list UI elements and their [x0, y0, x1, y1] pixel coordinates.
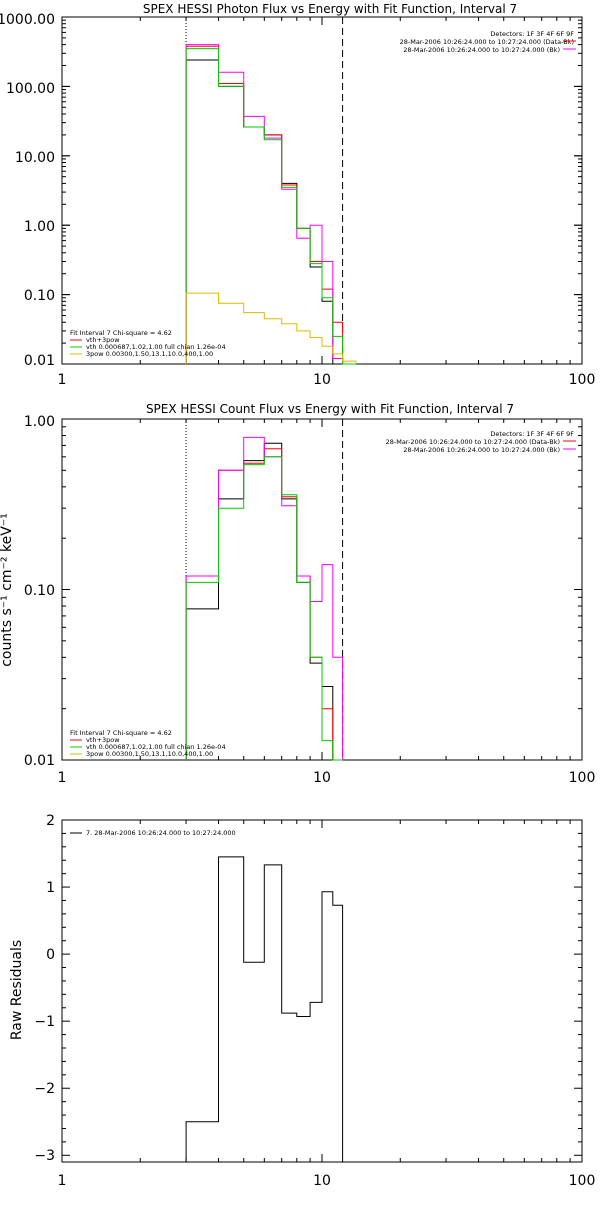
y-tick-label: −3 — [34, 1148, 55, 1164]
photon-flux-marks — [61, 16, 583, 365]
residuals-marks — [61, 819, 583, 1162]
residuals-y-axis-label: Raw Residuals — [9, 940, 25, 1040]
residuals-panel: 1 10 100 2 1 0 −1 −2 −3 Raw Residuals 7.… — [9, 813, 595, 1189]
y-tick-label: 1.00 — [24, 219, 55, 235]
fit-legend-3pow: 3pow 0.00300,1.50,13.1,10.0,400,1.00 — [86, 750, 213, 758]
count-flux-marks — [61, 418, 583, 761]
x-tick-label: 100 — [569, 1173, 596, 1189]
x-tick-label: 1 — [58, 1173, 67, 1189]
y-tick-label: 0.01 — [24, 753, 55, 769]
legend-data-bk: 28-Mar-2006 10:26:24.000 to 10:27:24.000… — [386, 438, 560, 446]
fit-legend-header: Fit Interval 7 Chi-square = 4.62 — [70, 729, 172, 737]
x-tick-label: 10 — [313, 372, 331, 388]
photon-flux-title: SPEX HESSI Photon Flux vs Energy with Fi… — [143, 2, 517, 16]
fit-legend-total: vth+3pow — [86, 736, 120, 744]
histogram-series-1 — [185, 45, 356, 365]
legend-data-bk: 28-Mar-2006 10:26:24.000 to 10:27:24.000… — [400, 38, 574, 46]
count-flux-panel: SPEX HESSI Count Flux vs Energy with Fit… — [0, 402, 595, 786]
y-tick-label: 1 — [46, 880, 55, 896]
legend-detectors: Detectors: 1F 3F 4F 6F 9F — [490, 30, 574, 38]
x-tick-label: 100 — [569, 770, 596, 786]
histogram-series-3 — [185, 48, 356, 365]
x-tick-label: 1 — [58, 770, 67, 786]
y-tick-label: 0.10 — [24, 288, 55, 304]
y-tick-label: 100.00 — [6, 81, 55, 97]
y-tick-label: 0.01 — [24, 353, 55, 369]
y-tick-label: 2 — [46, 813, 55, 829]
fit-legend-3pow: 3pow 0.00300,1.50,13.1,10.0,400,1.00 — [86, 350, 213, 358]
legend-bk: 28-Mar-2006 10:26:24.000 to 10:27:24.000… — [403, 446, 560, 454]
histogram-series-1 — [185, 448, 343, 761]
y-tick-label: 0 — [46, 947, 55, 963]
y-tick-label: −2 — [34, 1081, 55, 1097]
residuals-legend: 7. 28-Mar-2006 10:26:24.000 to 10:27:24.… — [86, 829, 236, 837]
legend-detectors: Detectors: 1F 3F 4F 6F 9F — [490, 430, 574, 438]
y-tick-label: −1 — [34, 1014, 55, 1030]
x-tick-label: 100 — [569, 372, 596, 388]
histogram-series-4 — [185, 292, 357, 364]
photon-flux-panel: SPEX HESSI Photon Flux vs Energy with Fi… — [0, 2, 595, 388]
histogram-series-2 — [185, 436, 344, 760]
x-tick-label: 1 — [58, 372, 67, 388]
y-tick-label: 1.00 — [24, 414, 55, 430]
histogram-series-2 — [185, 44, 344, 364]
fit-legend-vth: vth 0.000687,1.02,1.00 full chian 1.26e-… — [86, 343, 226, 351]
histogram-series-0 — [185, 856, 344, 1162]
y-tick-label: 1000.00 — [0, 12, 55, 28]
x-tick-label: 10 — [313, 1173, 331, 1189]
y-tick-label: 0.10 — [24, 583, 55, 599]
count-flux-y-axis-label: counts s⁻¹ cm⁻² keV⁻¹ — [0, 513, 15, 667]
histogram-series-3 — [185, 456, 343, 761]
fit-legend-total: vth+3pow — [86, 336, 120, 344]
count-flux-title: SPEX HESSI Count Flux vs Energy with Fit… — [146, 402, 514, 416]
fit-legend-vth: vth 0.000687,1.02,1.00 full chian 1.26e-… — [86, 743, 226, 751]
photon-flux-frame — [61, 16, 583, 365]
fit-legend-header: Fit Interval 7 Chi-square = 4.62 — [70, 329, 172, 337]
y-tick-label: 10.00 — [15, 150, 55, 166]
legend-bk: 28-Mar-2006 10:26:24.000 to 10:27:24.000… — [403, 46, 560, 54]
x-tick-label: 10 — [313, 770, 331, 786]
